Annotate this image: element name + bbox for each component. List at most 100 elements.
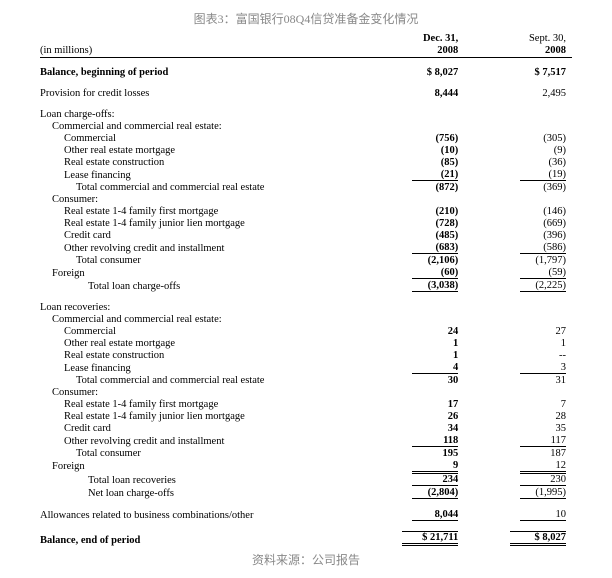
- table-row: Foreign912: [40, 460, 572, 473]
- row-value-2: 27: [476, 326, 572, 338]
- row-label: Other revolving credit and installment: [40, 435, 359, 448]
- table-row: Commercial2427: [40, 326, 572, 338]
- row-value-2: (59): [476, 267, 572, 280]
- table-row: Real estate construction(85)(36): [40, 157, 572, 169]
- table-row: Commercial and commercial real estate:: [40, 314, 572, 326]
- table-row: Loan recoveries:: [40, 302, 572, 314]
- row-value-2: (1,995): [476, 487, 572, 500]
- row-label: Credit card: [40, 423, 359, 435]
- row-value-2: 230: [476, 473, 572, 487]
- row-label: Total consumer: [40, 255, 359, 267]
- row-value-1: 1: [359, 350, 476, 362]
- row-value-2: 117: [476, 435, 572, 448]
- row-label: Consumer:: [40, 194, 359, 206]
- financial-table: Dec. 31, Sept. 30, (in millions) 2008 20…: [40, 31, 572, 547]
- row-label: Foreign: [40, 267, 359, 280]
- table-row: Credit card(485)(396): [40, 230, 572, 242]
- col1-header-top: Dec. 31,: [359, 31, 476, 45]
- table-row: Foreign(60)(59): [40, 267, 572, 280]
- row-value-2: 2,495: [476, 88, 572, 100]
- row-label: Commercial: [40, 133, 359, 145]
- row-label: Real estate 1-4 family junior lien mortg…: [40, 411, 359, 423]
- row-value-2: 7: [476, 399, 572, 411]
- row-value-1: $ 8,027: [359, 67, 476, 79]
- table-row: Other revolving credit and installment(6…: [40, 242, 572, 255]
- table-row: Commercial(756)(305): [40, 133, 572, 145]
- row-value-2: 3: [476, 362, 572, 375]
- row-value-2: (305): [476, 133, 572, 145]
- row-value-1: 17: [359, 399, 476, 411]
- row-label: Total loan charge-offs: [40, 280, 359, 293]
- table-row: Allowances related to business combinati…: [40, 509, 572, 522]
- table-row: Real estate 1-4 family junior lien mortg…: [40, 411, 572, 423]
- row-label: Other revolving credit and installment: [40, 242, 359, 255]
- row-value-1: [359, 314, 476, 326]
- table-row: Total consumer195187: [40, 448, 572, 460]
- row-value-1: (21): [359, 169, 476, 182]
- row-value-1: (728): [359, 218, 476, 230]
- row-label: Total commercial and commercial real est…: [40, 182, 359, 194]
- table-row: Lease financing(21)(19): [40, 169, 572, 182]
- row-value-2: (146): [476, 206, 572, 218]
- row-value-1: (2,804): [359, 487, 476, 500]
- row-value-1: 34: [359, 423, 476, 435]
- table-row: Other real estate mortgage11: [40, 338, 572, 350]
- row-value-2: 35: [476, 423, 572, 435]
- row-label: Lease financing: [40, 362, 359, 375]
- row-value-2: 187: [476, 448, 572, 460]
- row-value-1: [359, 194, 476, 206]
- row-value-1: $ 21,711: [359, 531, 476, 547]
- row-value-1: (3,038): [359, 280, 476, 293]
- row-value-2: 28: [476, 411, 572, 423]
- row-value-2: 31: [476, 375, 572, 387]
- row-value-1: (85): [359, 157, 476, 169]
- row-value-2: [476, 387, 572, 399]
- row-value-1: 234: [359, 473, 476, 487]
- row-label: Allowances related to business combinati…: [40, 509, 359, 522]
- table-row: Net loan charge-offs(2,804)(1,995): [40, 487, 572, 500]
- row-label: Balance, end of period: [40, 531, 359, 547]
- row-label: Other real estate mortgage: [40, 338, 359, 350]
- row-label: Consumer:: [40, 387, 359, 399]
- row-value-2: (36): [476, 157, 572, 169]
- row-value-2: 1: [476, 338, 572, 350]
- table-row: Real estate construction1--: [40, 350, 572, 362]
- row-label: Commercial: [40, 326, 359, 338]
- row-value-2: (9): [476, 145, 572, 157]
- row-value-1: (683): [359, 242, 476, 255]
- row-value-2: (586): [476, 242, 572, 255]
- row-label: Real estate 1-4 family first mortgage: [40, 399, 359, 411]
- row-label: Lease financing: [40, 169, 359, 182]
- table-row: Consumer:: [40, 387, 572, 399]
- table-row: Lease financing43: [40, 362, 572, 375]
- row-value-1: [359, 109, 476, 121]
- table-row: Real estate 1-4 family first mortgage(21…: [40, 206, 572, 218]
- row-value-1: 195: [359, 448, 476, 460]
- row-value-1: (2,106): [359, 255, 476, 267]
- table-row: Total loan recoveries234230: [40, 473, 572, 487]
- row-value-2: [476, 109, 572, 121]
- unit-label: (in millions): [40, 45, 359, 58]
- table-row: Real estate 1-4 family first mortgage177: [40, 399, 572, 411]
- row-value-1: 118: [359, 435, 476, 448]
- row-value-2: (1,797): [476, 255, 572, 267]
- table-row: Total commercial and commercial real est…: [40, 375, 572, 387]
- row-label: Real estate construction: [40, 350, 359, 362]
- row-value-1: (872): [359, 182, 476, 194]
- row-label: Real estate 1-4 family first mortgage: [40, 206, 359, 218]
- row-value-1: 4: [359, 362, 476, 375]
- row-label: Real estate 1-4 family junior lien mortg…: [40, 218, 359, 230]
- table-row: Loan charge-offs:: [40, 109, 572, 121]
- row-value-2: [476, 302, 572, 314]
- row-value-1: 8,044: [359, 509, 476, 522]
- row-label: Provision for credit losses: [40, 88, 359, 100]
- col2-header-bot: 2008: [476, 45, 572, 58]
- row-label: Loan charge-offs:: [40, 109, 359, 121]
- row-value-1: 26: [359, 411, 476, 423]
- row-value-1: 24: [359, 326, 476, 338]
- row-label: Total commercial and commercial real est…: [40, 375, 359, 387]
- table-row: Total commercial and commercial real est…: [40, 182, 572, 194]
- row-value-2: 10: [476, 509, 572, 522]
- table-row: Credit card3435: [40, 423, 572, 435]
- table-row: Balance, end of period$ 21,711$ 8,027: [40, 531, 572, 547]
